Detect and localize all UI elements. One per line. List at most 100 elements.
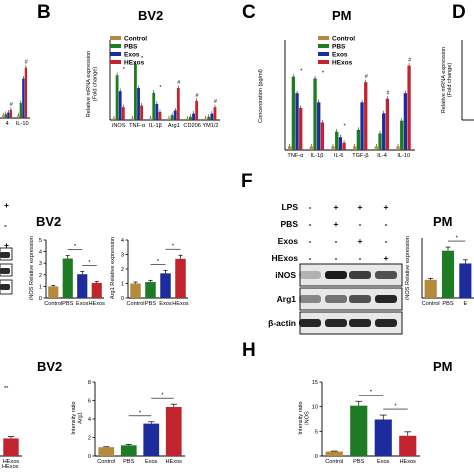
- bar: [213, 107, 217, 120]
- x-tick-label: IL-4: [377, 153, 387, 159]
- y-axis-label: (Fold change): [447, 63, 453, 98]
- chart-d-partial: Relative mRNA expression (Fold change): [441, 40, 474, 121]
- x-tick-label: TNF-α: [287, 153, 304, 159]
- bar: [143, 423, 160, 456]
- blot-sign: -: [4, 220, 7, 230]
- significance-mark: #: [408, 58, 412, 64]
- blot-sign: -: [309, 253, 312, 263]
- chart-g-arg1: 0 2 4 6 8 Control PBS Exos HExos * * Intensity rati…: [71, 380, 185, 465]
- bar: [400, 120, 404, 150]
- bar: [320, 122, 325, 150]
- legend-label: Control: [124, 36, 147, 43]
- panel-title-c: PM: [332, 8, 352, 23]
- legend-label: Exos: [332, 52, 348, 59]
- bar: [291, 76, 296, 150]
- charts-layer: #4 # IL-10 * iNOS * TNF-α * IL-1β # Arg1 # CD206 # YM1…: [0, 36, 474, 470]
- bar: [176, 88, 180, 120]
- bar: [317, 102, 321, 150]
- x-tick-label: HExos: [400, 459, 417, 465]
- bar: [399, 435, 417, 456]
- significance-mark: #: [25, 60, 29, 66]
- legend-label: PBS: [332, 44, 346, 51]
- bar: [204, 118, 208, 120]
- legend-label: Exos: [124, 52, 140, 59]
- chart-b: * iNOS * TNF-α * IL-1β # Arg1 # CD206 # YM1/2 Relati…: [86, 40, 220, 129]
- bar: [155, 104, 159, 120]
- blot-e-partial: + - +: [0, 200, 13, 295]
- blot-band: [375, 295, 397, 303]
- bar: [121, 107, 125, 120]
- panel-title-e: BV2: [36, 214, 61, 229]
- panel-label-b: B: [37, 2, 51, 23]
- bar: [313, 78, 317, 150]
- bar: [441, 250, 455, 298]
- legend-swatch: [318, 52, 329, 56]
- x-tick-label: IL-10: [16, 121, 29, 127]
- significance-mark: #: [196, 93, 200, 99]
- bar: [396, 146, 400, 150]
- y-axis-label: Concentration (pg/ml): [258, 69, 264, 123]
- blot-band: [299, 271, 321, 279]
- x-tick-label: PBS: [145, 301, 156, 307]
- bar: [3, 438, 19, 456]
- panel-label-c: C: [242, 2, 256, 23]
- y-tick-label: 4: [39, 250, 42, 256]
- x-tick-label: HExos: [166, 459, 183, 465]
- bar: [374, 419, 392, 456]
- significance-mark: #: [214, 99, 218, 105]
- x-tick-label: Control: [325, 459, 343, 465]
- y-tick-label: 3: [121, 253, 124, 259]
- bar: [4, 113, 7, 118]
- x-tick-label: TNF-α: [129, 123, 146, 129]
- x-tick-label: Control: [422, 301, 440, 307]
- x-tick-label: CD206: [183, 123, 200, 129]
- y-axis-label: iNOS Relative expression: [29, 236, 35, 300]
- chart-e-arg1: 0 1 2 3 4 Control PBS Exos HExos * * Arg1 Relative …: [110, 237, 189, 307]
- blot-band: [0, 252, 10, 258]
- y-tick-label: 2: [39, 273, 42, 279]
- blot-band: [349, 295, 371, 303]
- chart-c: * TNF-α * IL-1β * IL-6 # TGF-β # IL-4 # IL-10 Concen…: [258, 40, 415, 159]
- legend-swatch: [318, 60, 329, 64]
- bar: [360, 102, 364, 150]
- bar: [192, 113, 195, 120]
- bar: [17, 115, 20, 118]
- blot-sign: -: [359, 253, 362, 263]
- y-tick-label: 3: [39, 261, 42, 267]
- x-tick-label: PBS: [442, 301, 453, 307]
- blot-row-label: LPS: [281, 202, 298, 212]
- blot-sign: +: [384, 253, 389, 263]
- bar: [118, 91, 122, 120]
- legend-label: HExos: [124, 60, 145, 67]
- significance-mark: *: [161, 393, 164, 399]
- significance-mark: *: [157, 259, 160, 265]
- y-tick-label: 0: [315, 454, 318, 460]
- y-tick-label: 2: [121, 267, 124, 273]
- bar: [378, 133, 382, 150]
- blot-band: [349, 319, 371, 327]
- bar: [9, 109, 13, 118]
- bar: [22, 78, 25, 118]
- significance-mark: *: [88, 260, 91, 266]
- bar: [160, 273, 171, 298]
- blot-band: [375, 319, 397, 327]
- bar: [325, 451, 343, 456]
- x-tick-label: HExos: [2, 464, 19, 470]
- y-tick-label: 5: [39, 238, 42, 244]
- significance-mark: *: [139, 410, 142, 416]
- blot-band: [0, 268, 10, 274]
- chart-e-inos: 0 1 2 3 4 5 Control PBS Exos HExos * * iNOS Relative…: [29, 236, 105, 307]
- bar: [112, 118, 116, 120]
- bar: [338, 137, 343, 150]
- blot-sign: -: [385, 219, 388, 229]
- blot-band-label: iNOS: [275, 270, 296, 280]
- legend-label: Control: [332, 36, 355, 43]
- bar: [19, 103, 22, 118]
- blot-row-label: HExos: [272, 253, 299, 263]
- bar: [403, 93, 408, 150]
- bar: [158, 112, 162, 120]
- blot-band: [349, 271, 371, 279]
- blot-band: [0, 284, 10, 290]
- x-tick-label: YM1/2: [202, 123, 218, 129]
